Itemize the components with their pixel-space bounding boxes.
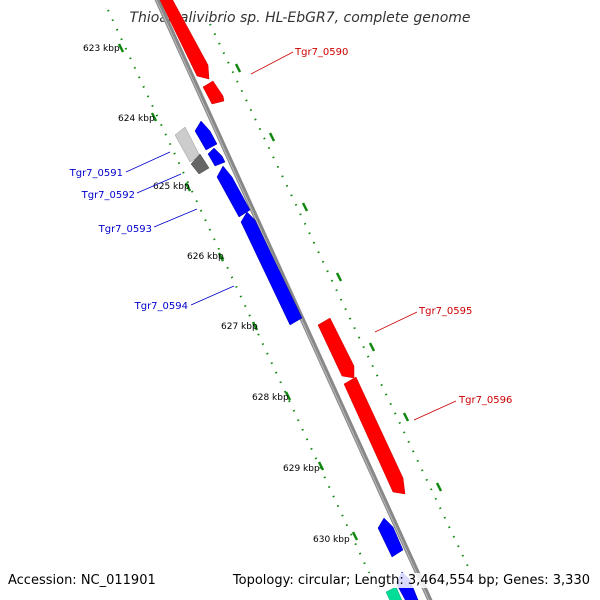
gene-feature-0595 bbox=[317, 317, 355, 379]
kbp-labels: 623 kbp 624 kbp 625 kbp 626 kbp 627 kbp … bbox=[83, 44, 350, 545]
gene-feature-0594 bbox=[240, 211, 303, 326]
gene-labels: Tgr7_0590 Tgr7_0595 Tgr7_0596 Tgr7_0591 … bbox=[69, 47, 513, 406]
gene-feature-0590-a bbox=[159, 0, 210, 80]
gene-feature-0593 bbox=[216, 165, 251, 218]
kbp-label: 624 kbp bbox=[118, 114, 155, 124]
leader-line-0590 bbox=[250, 51, 294, 75]
major-tick bbox=[184, 182, 192, 192]
major-tick bbox=[284, 391, 292, 401]
gene-label: Tgr7_0595 bbox=[418, 306, 472, 317]
kbp-label: 627 kbp bbox=[221, 322, 258, 332]
reverse-tick-track bbox=[107, 9, 371, 576]
gene-label: Tgr7_0596 bbox=[458, 395, 512, 406]
leader-line-0596 bbox=[413, 400, 457, 421]
leader-lines bbox=[125, 51, 457, 421]
forward-genes bbox=[159, 0, 406, 495]
kbp-label: 623 kbp bbox=[83, 44, 120, 54]
outer-major-tick bbox=[435, 482, 443, 492]
gene-feature-0591 bbox=[194, 120, 218, 151]
leader-line-0593 bbox=[153, 208, 198, 228]
gene-feature-0596 bbox=[343, 376, 406, 495]
outer-major-tick bbox=[335, 272, 343, 282]
major-tick bbox=[217, 252, 225, 262]
forward-tick-track bbox=[209, 23, 473, 576]
leader-line-0591 bbox=[125, 151, 171, 173]
leader-line-0594 bbox=[190, 285, 235, 306]
major-tick bbox=[251, 321, 259, 331]
gene-label: Tgr7_0592 bbox=[81, 190, 135, 201]
genome-title: Thioalkalivibrio sp. HL-EbGR7, complete … bbox=[129, 10, 471, 26]
gene-feature-rna bbox=[385, 586, 403, 600]
major-ticks bbox=[117, 43, 359, 541]
gene-feature-0590-b bbox=[202, 80, 225, 105]
reverse-tick-track-line bbox=[107, 9, 371, 576]
gene-label: Tgr7_0591 bbox=[69, 168, 123, 179]
major-tick bbox=[117, 43, 125, 53]
outer-major-ticks bbox=[234, 63, 443, 492]
leader-line-0592 bbox=[136, 173, 182, 194]
reverse-genes bbox=[174, 120, 419, 600]
accession-text: Accession: NC_011901 bbox=[8, 573, 156, 588]
outer-major-tick bbox=[368, 342, 376, 352]
gene-feature-0592 bbox=[207, 147, 226, 167]
kbp-label: 625 kbp bbox=[153, 182, 190, 192]
outer-major-tick bbox=[301, 202, 309, 212]
gene-label: Tgr7_0593 bbox=[98, 224, 152, 235]
kbp-label: 626 kbp bbox=[187, 252, 224, 262]
gene-feature-lower bbox=[377, 517, 404, 558]
kbp-label: 630 kbp bbox=[313, 535, 350, 545]
major-tick bbox=[150, 112, 158, 122]
outer-major-tick bbox=[234, 63, 242, 73]
gene-feature-dark bbox=[190, 153, 210, 175]
kbp-label: 629 kbp bbox=[283, 464, 320, 474]
outer-major-tick bbox=[268, 132, 276, 142]
forward-tick-track-line bbox=[209, 23, 473, 576]
major-tick bbox=[317, 461, 325, 471]
leader-line-0595 bbox=[374, 311, 418, 333]
gene-label: Tgr7_0590 bbox=[294, 47, 348, 58]
gene-label: Tgr7_0594 bbox=[134, 301, 188, 312]
outer-major-tick bbox=[402, 412, 410, 422]
kbp-label: 628 kbp bbox=[252, 393, 289, 403]
major-tick bbox=[351, 531, 359, 541]
topology-text: Topology: circular; Length: 3,464,554 bp… bbox=[232, 573, 590, 588]
